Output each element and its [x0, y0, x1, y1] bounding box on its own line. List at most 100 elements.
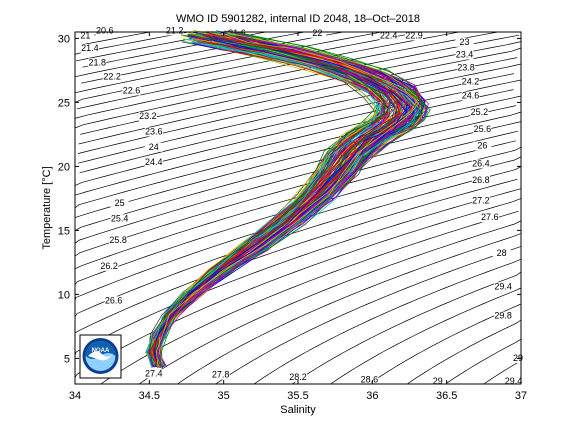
- contour-label-bg: [104, 296, 123, 306]
- x-tick-label: 35.5: [287, 390, 308, 402]
- contour-label-bg: [138, 112, 157, 122]
- contour-label-bg: [492, 249, 511, 258]
- contour-label-bg: [379, 31, 398, 41]
- density-contour: [74, 146, 522, 286]
- contour-label: 25.8: [109, 235, 127, 245]
- density-contour: [74, 121, 522, 244]
- y-axis-label: Temperature [°C]: [41, 166, 53, 249]
- density-contour: [79, 73, 514, 174]
- contour-label: 29.8: [494, 311, 512, 321]
- contour-label-bg: [480, 213, 499, 223]
- density-contour: [292, 271, 522, 385]
- contour-label-bg: [76, 31, 95, 41]
- contour-label: 22.4: [380, 30, 398, 40]
- density-contour: [74, 31, 498, 119]
- contour-label-bg: [404, 31, 423, 41]
- contour-label: 26: [477, 140, 487, 150]
- x-tick-label: 34: [69, 390, 81, 402]
- density-contour: [74, 130, 518, 257]
- contour-label-bg: [88, 58, 107, 68]
- contour-label-bg: [473, 141, 492, 151]
- y-tick-label: 15: [58, 225, 70, 237]
- contour-label-bg: [471, 196, 490, 206]
- contour-label-bg: [144, 142, 163, 152]
- contour-label: 24: [149, 142, 159, 152]
- density-contour: [74, 198, 522, 378]
- density-contour: [215, 246, 522, 385]
- density-contour: [253, 258, 522, 385]
- contour-label-bg: [308, 28, 327, 38]
- density-contour: [330, 287, 522, 385]
- contour-label-bg: [80, 44, 99, 54]
- contour-label-bg: [144, 369, 163, 379]
- density-contour: [407, 319, 522, 385]
- contour-label: 27.4: [145, 368, 163, 378]
- contour-label-bg: [122, 86, 141, 96]
- contour-label: 21.4: [81, 43, 99, 53]
- density-contour: [78, 63, 522, 164]
- contour-label: 26.6: [105, 295, 123, 305]
- density-contour: [74, 105, 516, 218]
- density-contour: [74, 140, 516, 270]
- density-contour: [74, 79, 522, 186]
- contour-label-bg: [473, 124, 492, 134]
- contour-label: 26.4: [472, 158, 490, 168]
- contour-label-bg: [110, 214, 129, 224]
- contour-label: 27.2: [472, 196, 490, 206]
- contour-label: 25: [115, 198, 125, 208]
- density-contour: [74, 34, 520, 129]
- x-tick-label: 36.5: [436, 390, 457, 402]
- contour-label-bg: [504, 377, 523, 386]
- contour-label: 27.6: [481, 212, 499, 222]
- contour-label: 23.8: [457, 62, 475, 72]
- contour-label: 28: [497, 248, 507, 258]
- contour-label-bg: [494, 311, 513, 321]
- profile-line: [156, 32, 420, 368]
- contour-label-bg: [100, 261, 119, 271]
- x-axis: 34 34.5 35 35.5 36 36.5 37: [69, 32, 527, 402]
- contour-label: 22.9: [405, 30, 423, 40]
- profile-line: [146, 41, 380, 365]
- contour-label: 29.4: [505, 376, 523, 386]
- contour-label-bg: [471, 176, 490, 186]
- contour-label: 21.2: [166, 25, 184, 35]
- contour-label-bg: [455, 50, 474, 60]
- y-tick-label: 5: [64, 353, 70, 365]
- contour-label: 23.6: [145, 126, 163, 136]
- contour-label: 29: [433, 376, 443, 386]
- density-contour: [74, 95, 522, 209]
- density-contour: [74, 89, 514, 196]
- density-contour: [177, 233, 522, 385]
- profile-line: [159, 43, 431, 367]
- y-tick-label: 20: [58, 161, 70, 173]
- contour-label-bg: [360, 375, 379, 385]
- contour-label-bg: [470, 108, 489, 118]
- density-contour: [445, 336, 522, 385]
- contour-label-bg: [461, 77, 480, 87]
- x-tick-label: 36: [366, 390, 378, 402]
- contour-label: 28.2: [289, 372, 307, 382]
- contour-label: 22.6: [123, 85, 141, 95]
- contour-label: 26.8: [472, 175, 490, 185]
- contour-label-bg: [211, 370, 230, 380]
- contour-label-bg: [471, 159, 490, 169]
- y-tick-label: 25: [58, 97, 70, 109]
- density-contour: [74, 111, 522, 231]
- contour-label: 23.4: [456, 50, 474, 60]
- contour-label: 29.4: [494, 281, 512, 291]
- contour-label-bg: [144, 127, 163, 137]
- contour-label: 21: [80, 30, 90, 40]
- contour-label: 21.8: [89, 57, 107, 67]
- contour-label-bg: [95, 26, 114, 36]
- contour-label-bg: [428, 377, 447, 386]
- bird-icon: [88, 351, 113, 361]
- contour-label: 23: [459, 37, 469, 47]
- density-contour: [138, 220, 522, 385]
- density-contour: [368, 303, 522, 385]
- contour-label-bg: [165, 26, 184, 36]
- y-tick-label: 10: [58, 289, 70, 301]
- noaa-logo: NOAA: [79, 334, 122, 379]
- contour-label: 25.4: [111, 213, 129, 223]
- contour-label: 26.2: [100, 261, 118, 271]
